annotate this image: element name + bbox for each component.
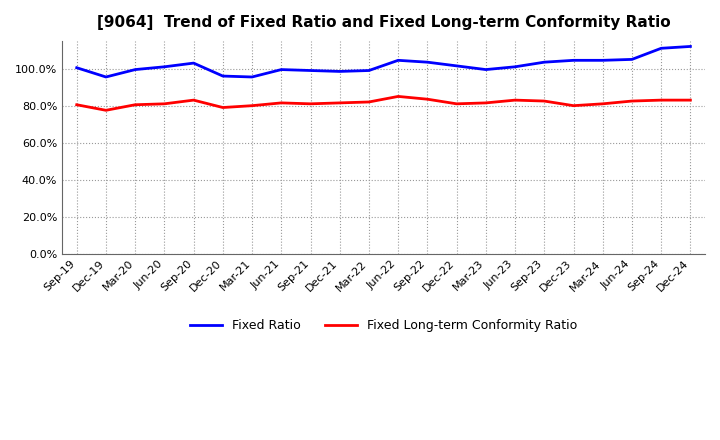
Fixed Ratio <box>452 63 461 69</box>
Fixed Long-term Conformity Ratio <box>510 98 519 103</box>
Fixed Long-term Conformity Ratio <box>423 96 432 102</box>
Fixed Long-term Conformity Ratio <box>570 103 578 108</box>
Fixed Long-term Conformity Ratio <box>277 100 286 106</box>
Fixed Long-term Conformity Ratio <box>306 101 315 106</box>
Fixed Long-term Conformity Ratio <box>394 94 402 99</box>
Fixed Ratio <box>570 58 578 63</box>
Fixed Long-term Conformity Ratio <box>598 101 607 106</box>
Fixed Long-term Conformity Ratio <box>189 98 198 103</box>
Fixed Long-term Conformity Ratio <box>452 101 461 106</box>
Fixed Long-term Conformity Ratio <box>336 100 344 106</box>
Line: Fixed Long-term Conformity Ratio: Fixed Long-term Conformity Ratio <box>77 96 690 110</box>
Fixed Ratio <box>598 58 607 63</box>
Fixed Long-term Conformity Ratio <box>102 108 110 113</box>
Fixed Ratio <box>102 74 110 80</box>
Fixed Long-term Conformity Ratio <box>131 102 140 107</box>
Fixed Ratio <box>336 69 344 74</box>
Fixed Long-term Conformity Ratio <box>657 98 665 103</box>
Title: [9064]  Trend of Fixed Ratio and Fixed Long-term Conformity Ratio: [9064] Trend of Fixed Ratio and Fixed Lo… <box>96 15 670 30</box>
Fixed Long-term Conformity Ratio <box>482 100 490 106</box>
Fixed Ratio <box>131 67 140 72</box>
Fixed Ratio <box>277 67 286 72</box>
Fixed Long-term Conformity Ratio <box>628 99 636 104</box>
Line: Fixed Ratio: Fixed Ratio <box>77 47 690 77</box>
Fixed Long-term Conformity Ratio <box>364 99 373 105</box>
Fixed Ratio <box>73 65 81 70</box>
Fixed Long-term Conformity Ratio <box>218 105 227 110</box>
Fixed Ratio <box>423 59 432 65</box>
Fixed Long-term Conformity Ratio <box>540 99 549 104</box>
Fixed Long-term Conformity Ratio <box>686 98 695 103</box>
Fixed Ratio <box>160 64 168 70</box>
Fixed Ratio <box>394 58 402 63</box>
Fixed Ratio <box>218 73 227 79</box>
Fixed Ratio <box>510 64 519 70</box>
Fixed Long-term Conformity Ratio <box>73 102 81 107</box>
Fixed Ratio <box>540 59 549 65</box>
Fixed Ratio <box>628 57 636 62</box>
Fixed Ratio <box>248 74 256 80</box>
Fixed Ratio <box>482 67 490 72</box>
Fixed Long-term Conformity Ratio <box>248 103 256 108</box>
Fixed Ratio <box>189 60 198 66</box>
Fixed Long-term Conformity Ratio <box>160 101 168 106</box>
Fixed Ratio <box>686 44 695 49</box>
Fixed Ratio <box>657 46 665 51</box>
Legend: Fixed Ratio, Fixed Long-term Conformity Ratio: Fixed Ratio, Fixed Long-term Conformity … <box>185 314 582 337</box>
Fixed Ratio <box>364 68 373 73</box>
Fixed Ratio <box>306 68 315 73</box>
